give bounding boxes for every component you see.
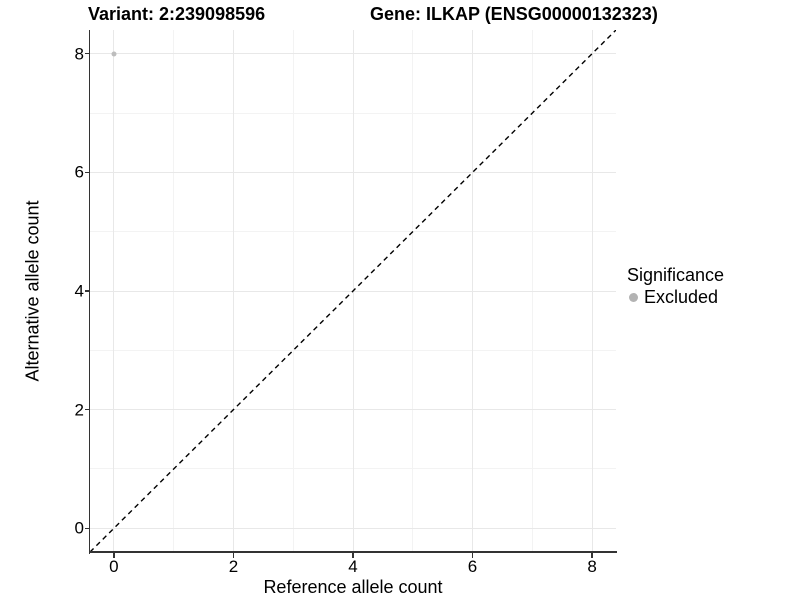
major-gridline-y [90, 409, 616, 411]
x-tick-label: 2 [228, 557, 239, 576]
x-tick-label: 6 [467, 557, 478, 576]
major-gridline-y [90, 171, 616, 173]
plot-panel [90, 30, 616, 552]
legend-entry-label: Excluded [644, 287, 719, 307]
legend-title: Significance [627, 265, 725, 285]
y-tick-label: 6 [74, 162, 84, 182]
x-tick-label: 8 [587, 557, 597, 576]
y-axis-line [88, 30, 91, 554]
y-tick-label: 2 [74, 400, 84, 420]
x-axis-title: Reference allele count [263, 577, 443, 597]
major-gridline-y [90, 53, 616, 55]
y-tick-mark [84, 527, 90, 530]
x-tick-label: 4 [348, 557, 358, 576]
data-point-excluded [111, 51, 117, 57]
x-tick-mark [113, 552, 115, 558]
x-axis-line [88, 551, 617, 553]
excluded-point-icon [629, 292, 638, 302]
major-gridline-y [90, 527, 616, 529]
y-tick-mark [84, 408, 90, 411]
y-axis-title: Alternative allele count [22, 200, 43, 382]
x-tick-mark [232, 552, 235, 558]
plot-title-gene: Gene: ILKAP (ENSG00000132323) [370, 4, 658, 24]
y-tick-mark [84, 171, 90, 174]
x-tick-mark [591, 552, 593, 558]
plot-title-variant: Variant: 2:239098596 [88, 4, 266, 24]
legend-entry-excluded: Excluded [627, 287, 724, 307]
legend: Significance Excluded [627, 265, 724, 307]
y-tick-label: 8 [74, 44, 84, 64]
x-tick-label: 0 [109, 557, 119, 576]
y-tick-label: 4 [74, 281, 84, 301]
y-tick-label: 0 [74, 518, 84, 538]
y-tick-mark [84, 52, 90, 55]
x-tick-mark [352, 552, 354, 558]
identity-reference-line [90, 30, 616, 552]
y-tick-mark [84, 290, 90, 292]
x-tick-mark [471, 552, 474, 558]
